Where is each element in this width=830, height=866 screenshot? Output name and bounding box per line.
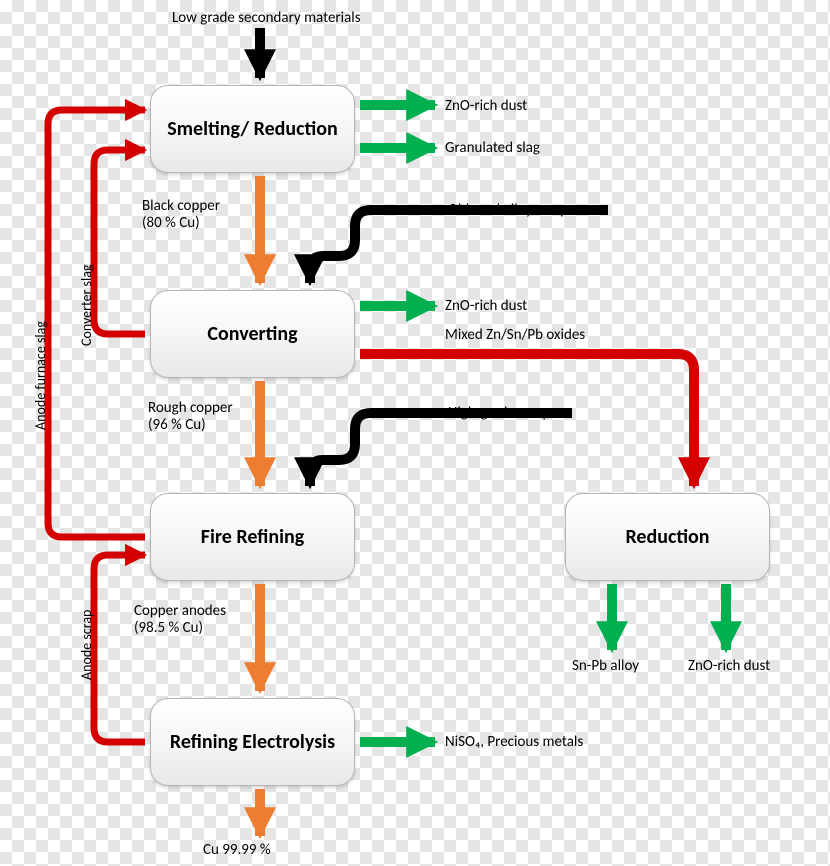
label-granulated-slag: Granulated slag bbox=[445, 140, 540, 157]
label-rough-copper: Rough copper (96 % Cu) bbox=[148, 400, 233, 435]
label-input-materials: Low grade secondary materials bbox=[172, 10, 361, 27]
label-copper-anodes: Copper anodes (98.5 % Cu) bbox=[134, 603, 226, 638]
label-high-grade-scrap: High-grade scrap bbox=[448, 405, 550, 422]
label-cu-9999: Cu 99.99 % bbox=[203, 842, 271, 859]
node-label: Refining Electrolysis bbox=[170, 731, 335, 754]
label-niso4-precious: NiSO₄, Precious metals bbox=[445, 734, 583, 751]
node-label: Smelting/ Reduction bbox=[167, 118, 337, 141]
arrow bbox=[94, 555, 145, 742]
label-zno-dust: ZnO-rich dust bbox=[445, 298, 527, 315]
label-zno-dust: ZnO-rich dust bbox=[445, 98, 527, 115]
arrow bbox=[310, 210, 608, 283]
label-black-copper: Black copper (80 % Cu) bbox=[142, 198, 220, 233]
node-fire-refining: Fire Refining bbox=[150, 493, 355, 581]
node-label: Reduction bbox=[625, 526, 709, 549]
arrow bbox=[94, 150, 145, 334]
diagram-arrows bbox=[0, 0, 830, 866]
label-snpb-alloy: Sn-Pb alloy bbox=[572, 658, 639, 675]
label-old-alloy-scrap: Old- and alloy scrap bbox=[448, 202, 568, 219]
node-converting: Converting bbox=[150, 290, 355, 378]
label-anode-scrap: Anode scrap bbox=[78, 610, 95, 680]
node-smelting-reduction: Smelting/ Reduction bbox=[150, 85, 355, 173]
label-anode-furnace-slag: Anode furnace slag bbox=[32, 321, 49, 430]
label-converter-slag: Converter slag bbox=[78, 264, 95, 346]
node-reduction: Reduction bbox=[565, 493, 770, 581]
node-label: Fire Refining bbox=[201, 526, 304, 549]
label-mixed-oxides: Mixed Zn/Sn/Pb oxides bbox=[445, 327, 585, 344]
arrow bbox=[310, 413, 572, 486]
node-label: Converting bbox=[207, 323, 297, 346]
node-refining-electrolysis: Refining Electrolysis bbox=[150, 698, 355, 786]
label-zno-dust: ZnO-rich dust bbox=[688, 658, 770, 675]
